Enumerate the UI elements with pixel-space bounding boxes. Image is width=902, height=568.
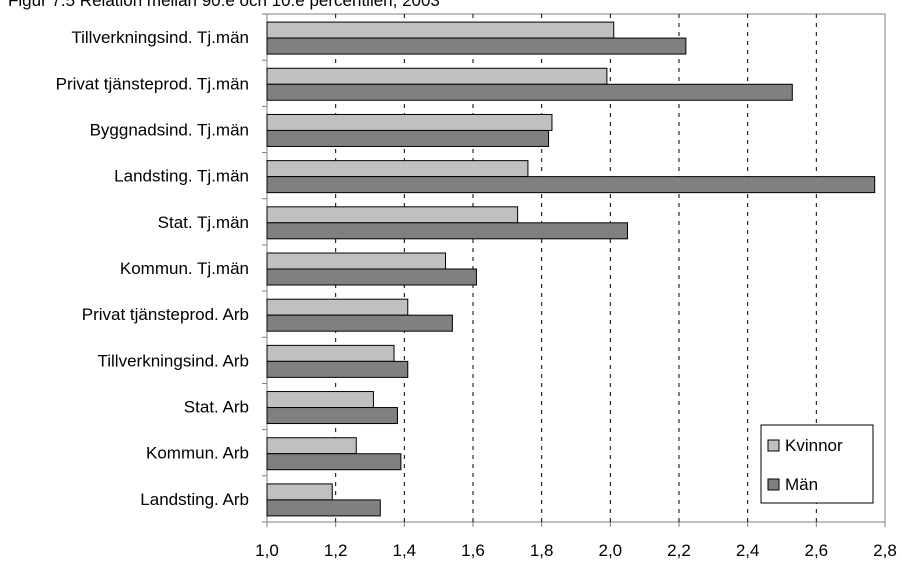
legend-label-kvinnor: Kvinnor — [785, 436, 843, 455]
category-labels: Tillverkningsind. Tj.män Privat tjänstepr… — [56, 13, 267, 523]
chart-title: Figur 7.5 Relation mellan 90:e och 10:e … — [8, 0, 440, 10]
x-axis-ticks: 1,0 1,2 1,4 1,6 1,8 2,0 2,2 2,4 2,6 2,8 — [255, 522, 897, 560]
bar-kvinnor — [266, 160, 529, 178]
category-label: Kommun. Arb — [146, 444, 249, 463]
x-tick-label: 1,2 — [324, 541, 348, 560]
bar-man — [266, 83, 793, 101]
bar-man — [266, 314, 453, 332]
bar-man — [266, 407, 398, 425]
category-label: Byggnadsind. Tj.män — [90, 120, 249, 139]
category-label: Tillverkningsind. Tj.män — [71, 28, 249, 47]
legend: Kvinnor Män — [760, 424, 874, 504]
bar-kvinnor — [266, 21, 615, 39]
x-tick-label: 1,4 — [393, 541, 417, 560]
legend-swatch-kvinnor — [767, 439, 780, 452]
category-label: Landsting. Arb — [140, 490, 249, 509]
x-tick-label: 2,4 — [736, 541, 760, 560]
x-tick-label: 1,0 — [255, 541, 279, 560]
bar-kvinnor — [266, 344, 395, 362]
category-label: Privat tjänsteprod. Tj.män — [56, 74, 249, 93]
x-tick-label: 2,8 — [873, 541, 897, 560]
bar-man — [266, 37, 687, 55]
x-tick-label: 1,8 — [530, 541, 554, 560]
x-tick-label: 2,6 — [805, 541, 829, 560]
legend-label-man: Män — [785, 475, 818, 494]
bar-man — [266, 222, 628, 240]
x-tick-label: 2,0 — [599, 541, 623, 560]
category-label: Landsting. Tj.män — [114, 167, 249, 186]
bar-kvinnor — [266, 391, 374, 409]
bar-man — [266, 268, 477, 286]
bar-man — [266, 360, 409, 378]
category-label: Tillverkningsind. Arb — [98, 351, 250, 370]
bar-kvinnor — [266, 483, 333, 501]
bar-kvinnor — [266, 206, 519, 224]
bar-kvinnor — [266, 298, 409, 316]
bar-kvinnor — [266, 67, 608, 85]
bar-man — [266, 176, 876, 194]
category-label: Privat tjänsteprod. Arb — [82, 305, 249, 324]
bar-man — [266, 129, 550, 147]
category-label: Stat. Arb — [184, 398, 249, 417]
bar-kvinnor — [266, 113, 553, 131]
category-label: Kommun. Tj.män — [120, 259, 249, 278]
bar-kvinnor — [266, 437, 357, 455]
x-tick-label: 2,2 — [667, 541, 691, 560]
bar-man — [266, 453, 402, 471]
bars — [266, 21, 876, 517]
legend-swatch-man — [767, 478, 780, 491]
bar-man — [266, 499, 381, 517]
bar-kvinnor — [266, 252, 447, 270]
x-tick-label: 1,6 — [461, 541, 485, 560]
legend-box — [760, 424, 874, 504]
category-label: Stat. Tj.män — [158, 213, 249, 232]
